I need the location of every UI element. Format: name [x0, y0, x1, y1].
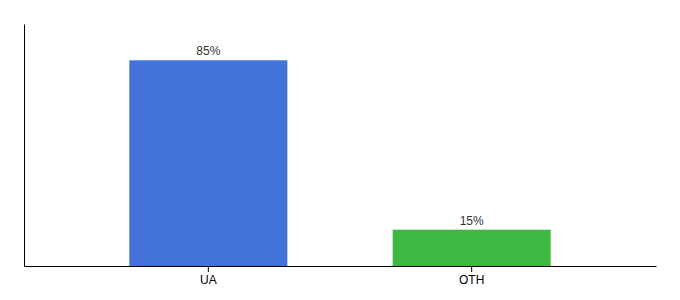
plot-area: UA OTH 85% 15% — [25, 25, 657, 287]
chart-svg: UA OTH 85% 15% — [0, 0, 680, 300]
x-tick-label: UA — [200, 273, 217, 287]
data-labels: 85% 15% — [196, 44, 484, 227]
bar — [393, 230, 551, 266]
data-label: 85% — [196, 44, 220, 58]
bar — [129, 60, 287, 266]
x-tick-mark — [471, 266, 472, 272]
y-axis-line — [24, 25, 25, 267]
chart-container: UA OTH 85% 15% — [0, 0, 680, 300]
data-label: 15% — [460, 214, 484, 228]
x-tick-mark — [208, 266, 209, 272]
y-axis — [24, 25, 25, 267]
x-tick: UA — [200, 266, 217, 287]
x-axis: UA OTH — [25, 266, 657, 287]
x-tick: OTH — [459, 266, 484, 287]
x-tick-label: OTH — [459, 273, 484, 287]
bars — [129, 60, 550, 266]
x-axis-line — [25, 266, 657, 267]
